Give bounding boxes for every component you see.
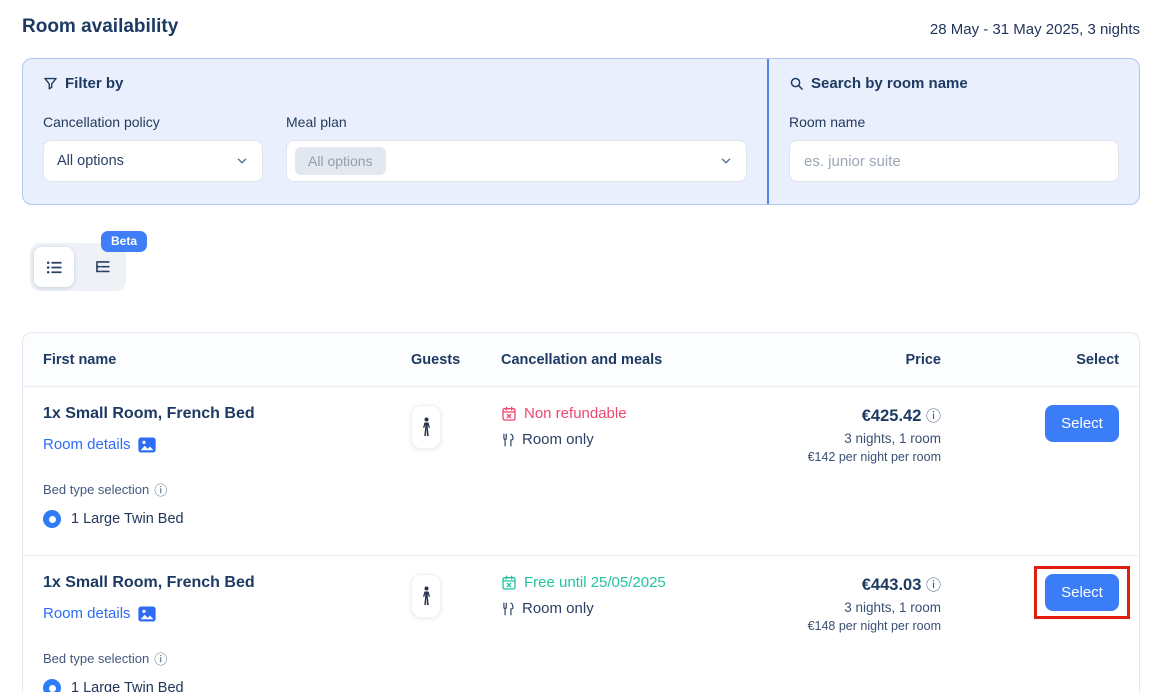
- price-info-icon[interactable]: ⓘ: [925, 576, 941, 594]
- bed-type-option-label: 1 Large Twin Bed: [71, 511, 184, 527]
- bed-type-selection-label: Bed type selection ⓘ: [43, 482, 168, 499]
- price-cell: €425.42 ⓘ 3 nights, 1 room €142 per nigh…: [801, 405, 941, 464]
- rooms-table: First name Guests Cancellation and meals…: [22, 332, 1140, 692]
- room-name-cell: 1x Small Room, French Bed Room details: [43, 574, 411, 622]
- beta-badge: Beta: [101, 231, 148, 252]
- filter-panel: Filter by Cancellation policy All option…: [22, 58, 1140, 205]
- bed-type-section: Bed type selection ⓘ 1 Large Twin Bed: [23, 649, 1139, 692]
- view-toggle: Beta: [30, 231, 148, 291]
- filter-by-title: Filter by: [43, 75, 747, 92]
- room-name-label: Room name: [789, 114, 866, 130]
- meal-plan-value: Room only: [501, 600, 801, 617]
- select-room-button[interactable]: Select: [1045, 405, 1119, 442]
- room-name: 1x Small Room, French Bed: [43, 574, 255, 591]
- person-icon: [420, 586, 433, 606]
- guest-occupancy-indicator[interactable]: [411, 405, 441, 449]
- header-price: Price: [905, 351, 941, 368]
- utensils-icon: [501, 432, 515, 448]
- search-icon: [789, 76, 804, 91]
- cancellation-policy-value: Non refundable: [501, 405, 801, 422]
- bed-type-option: 1 Large Twin Bed: [43, 510, 1119, 528]
- search-section: Search by room name Room name: [767, 59, 1139, 204]
- meal-plan-label: Meal plan: [286, 114, 347, 130]
- chevron-down-icon: [719, 154, 733, 168]
- bed-type-section: Bed type selection ⓘ 1 Large Twin Bed: [23, 480, 1139, 528]
- header-guests: Guests: [411, 351, 461, 368]
- total-price: €425.42 ⓘ: [861, 407, 941, 425]
- cancellation-policy-label: Cancellation policy: [43, 114, 160, 130]
- tree-view-icon: [93, 258, 112, 277]
- room-name-input[interactable]: [789, 140, 1119, 182]
- photo-icon: [137, 437, 156, 453]
- filter-section: Filter by Cancellation policy All option…: [23, 59, 767, 204]
- table-row: 1x Small Room, French Bed Room details: [23, 387, 1139, 556]
- price-nights: 3 nights, 1 room: [844, 431, 941, 446]
- header-first-name: First name: [43, 351, 117, 368]
- search-by-room-title: Search by room name: [789, 75, 1119, 92]
- select-cell: Select: [941, 566, 1130, 619]
- utensils-icon: [501, 601, 515, 617]
- room-name-cell: 1x Small Room, French Bed Room details: [43, 405, 411, 453]
- select-cell: Select: [941, 405, 1119, 442]
- room-details-link[interactable]: Room details: [43, 436, 156, 453]
- cancellation-meals-cell: Non refundable Room only: [501, 405, 801, 448]
- filter-funnel-icon: [43, 76, 58, 91]
- guests-cell: [411, 405, 501, 449]
- room-name: 1x Small Room, French Bed: [43, 405, 255, 422]
- photo-icon: [137, 606, 156, 622]
- calendar-x-icon: [501, 406, 517, 422]
- guests-cell: [411, 574, 501, 618]
- table-header: First name Guests Cancellation and meals…: [23, 333, 1139, 387]
- person-icon: [420, 417, 433, 437]
- bed-type-option: 1 Large Twin Bed: [43, 679, 1119, 692]
- price-nights: 3 nights, 1 room: [844, 600, 941, 615]
- cancellation-policy-select[interactable]: All options: [43, 140, 263, 182]
- page-title: Room availability: [22, 16, 179, 37]
- bed-type-option-label: 1 Large Twin Bed: [71, 680, 184, 692]
- bed-type-info-icon[interactable]: ⓘ: [154, 653, 168, 668]
- meal-plan-select[interactable]: All options: [286, 140, 747, 182]
- cancellation-meals-cell: Free until 25/05/2025 Room only: [501, 574, 801, 617]
- tree-view-button[interactable]: [82, 247, 122, 287]
- price-info-icon[interactable]: ⓘ: [925, 407, 941, 425]
- list-view-icon: [45, 258, 64, 277]
- bed-type-radio[interactable]: [43, 679, 61, 692]
- cancellation-policy-value: All options: [57, 153, 124, 169]
- header-select: Select: [1076, 351, 1119, 368]
- price-per-night: €142 per night per room: [807, 450, 941, 464]
- annotation-highlight-box: Select: [1034, 566, 1130, 619]
- select-room-button[interactable]: Select: [1045, 574, 1119, 611]
- price-per-night: €148 per night per room: [807, 619, 941, 633]
- cancellation-policy-value: Free until 25/05/2025: [501, 574, 801, 591]
- room-details-link[interactable]: Room details: [43, 605, 156, 622]
- calendar-x-icon: [501, 575, 517, 591]
- bed-type-selection-label: Bed type selection ⓘ: [43, 651, 168, 668]
- list-view-button[interactable]: [34, 247, 74, 287]
- header-cancellation: Cancellation and meals: [501, 351, 663, 368]
- table-row: 1x Small Room, French Bed Room details: [23, 556, 1139, 692]
- total-price: €443.03 ⓘ: [861, 576, 941, 594]
- meal-plan-value: Room only: [501, 431, 801, 448]
- chevron-down-icon: [235, 154, 249, 168]
- bed-type-info-icon[interactable]: ⓘ: [154, 484, 168, 499]
- guest-occupancy-indicator[interactable]: [411, 574, 441, 618]
- stay-date-range: 28 May - 31 May 2025, 3 nights: [929, 21, 1140, 38]
- price-cell: €443.03 ⓘ 3 nights, 1 room €148 per nigh…: [801, 574, 941, 633]
- meal-plan-chip: All options: [295, 147, 386, 175]
- page-header: Room availability 28 May - 31 May 2025, …: [0, 0, 1162, 38]
- view-toggle-group: [30, 243, 126, 291]
- bed-type-radio[interactable]: [43, 510, 61, 528]
